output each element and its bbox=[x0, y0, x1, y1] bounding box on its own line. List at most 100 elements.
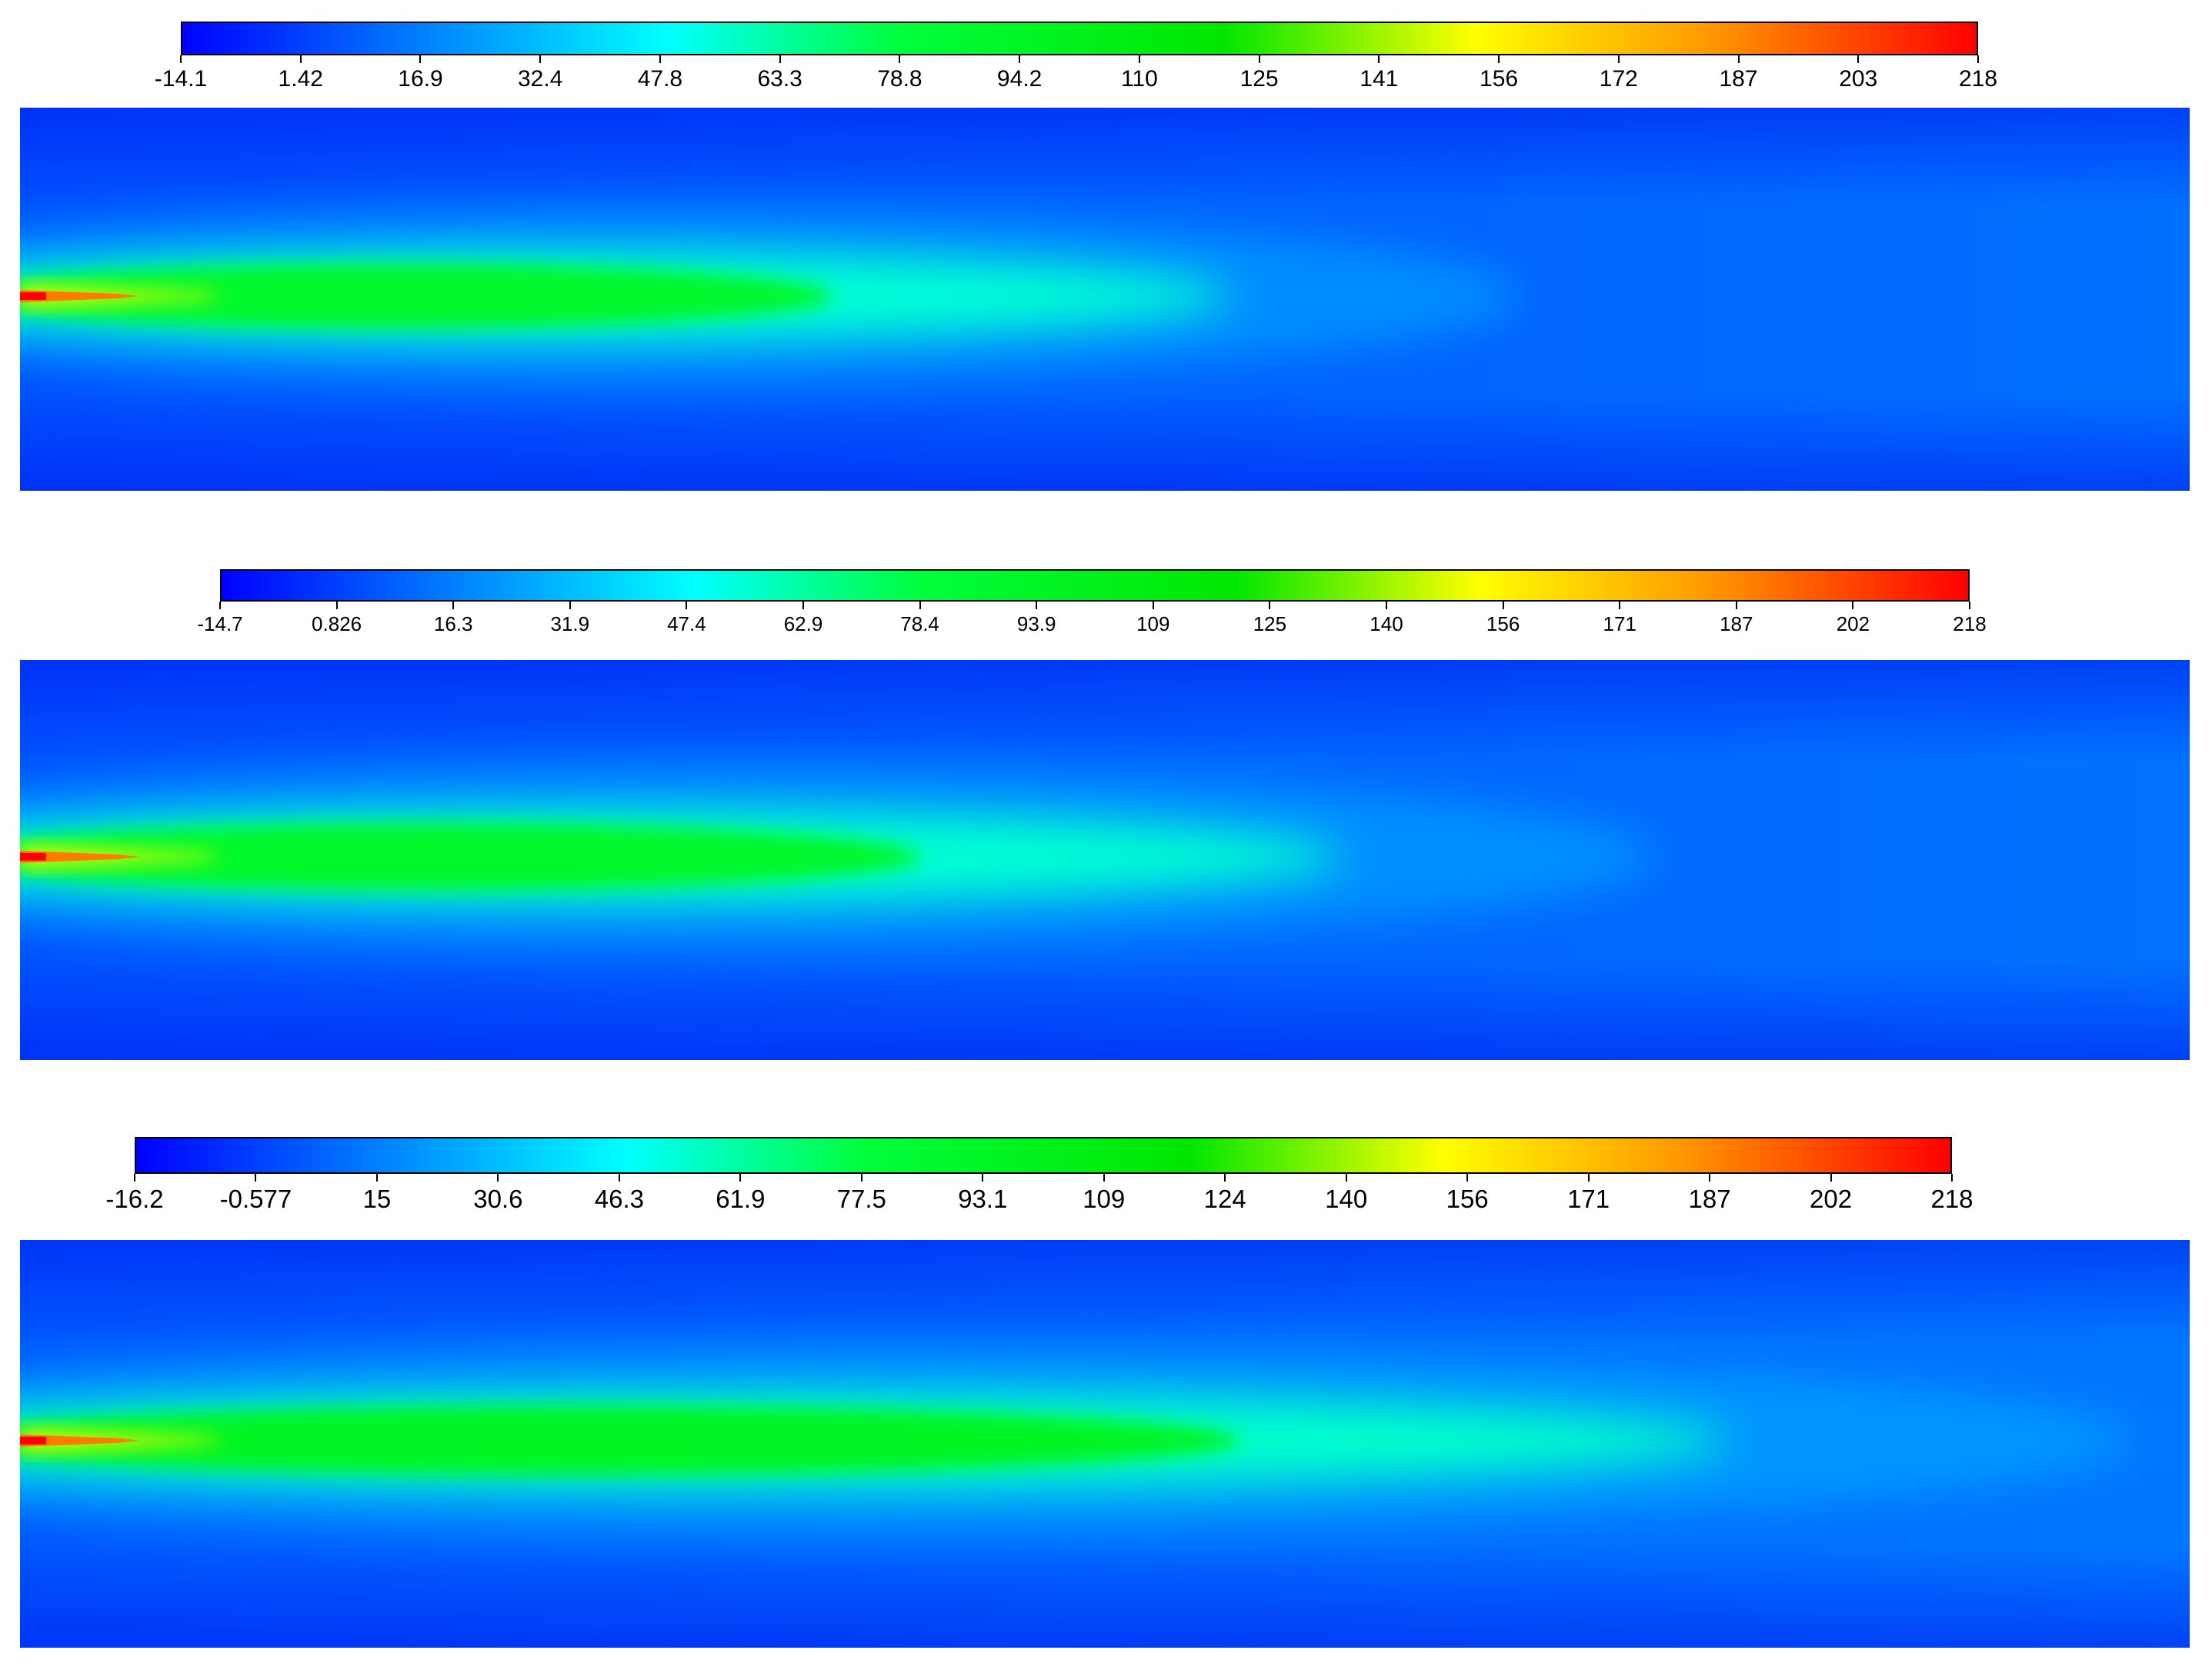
colorbar-tick-label: 62.9 bbox=[783, 612, 823, 635]
colorbar-tick bbox=[1386, 602, 1387, 609]
colorbar-tick-label: 202 bbox=[1836, 612, 1870, 635]
colorbar-tick-label: 218 bbox=[1953, 612, 1987, 635]
colorbar-tick-label: 125 bbox=[1253, 612, 1287, 635]
colorbar-tick bbox=[919, 602, 921, 609]
colorbar-tick bbox=[802, 602, 804, 609]
colorbar-tick-label: 30.6 bbox=[473, 1185, 523, 1213]
colorbar-tick-label: 156 bbox=[1446, 1185, 1489, 1213]
colorbar-tick-label: 156 bbox=[1480, 66, 1519, 92]
colorbar-tick-label: 47.8 bbox=[637, 66, 683, 92]
colorbar-tick bbox=[1587, 1174, 1590, 1182]
colorbar-tick bbox=[180, 55, 182, 63]
colorbar-tick-label: 125 bbox=[1239, 66, 1279, 92]
colorbar-tick-label: 94.2 bbox=[996, 66, 1043, 92]
colorbar-tick bbox=[255, 1174, 257, 1182]
colorbar-tick-label: -14.7 bbox=[197, 612, 243, 635]
colorbar-tick bbox=[899, 55, 901, 63]
colorbar-tick-label: 46.3 bbox=[594, 1185, 644, 1213]
colorbar-tick bbox=[1852, 602, 1854, 609]
contour-field-1 bbox=[20, 108, 2190, 491]
colorbar-tick bbox=[686, 602, 688, 609]
colorbar-tick-label: 203 bbox=[1839, 66, 1878, 92]
colorbar-tick bbox=[219, 602, 221, 609]
colorbar-tick bbox=[1258, 55, 1260, 63]
colorbar-tick bbox=[375, 1174, 378, 1182]
colorbar-tick bbox=[1735, 602, 1737, 609]
colorbar-tick bbox=[539, 55, 542, 63]
jet-peak bbox=[20, 292, 46, 301]
colorbar-tick-label: -14.1 bbox=[154, 66, 208, 92]
colorbar-tick-label: 187 bbox=[1688, 1185, 1731, 1213]
colorbar-tick bbox=[1019, 55, 1021, 63]
colorbar-tick bbox=[618, 1174, 620, 1182]
colorbar-tick-label: 171 bbox=[1567, 1185, 1610, 1213]
colorbar-tick bbox=[1498, 55, 1500, 63]
colorbar-tick bbox=[1977, 55, 1979, 63]
colorbar-3-ticks: -16.2 -0.577 15 30.6 46.3 61.9 77.5 93.1 109 124 1… bbox=[105, 1174, 1973, 1213]
colorbar-tick bbox=[1152, 602, 1154, 609]
colorbar-tick-label: 63.3 bbox=[757, 66, 802, 92]
colorbar-tick-label: 141 bbox=[1360, 66, 1399, 92]
colorbar-tick-label: 109 bbox=[1083, 1185, 1126, 1213]
colorbar-tick-label: 156 bbox=[1486, 612, 1520, 635]
colorbar-tick-label: 171 bbox=[1603, 612, 1636, 635]
colorbar-tick bbox=[1619, 602, 1621, 609]
colorbar-tick bbox=[1466, 1174, 1469, 1182]
plume-core bbox=[20, 263, 834, 329]
colorbar-tick-label: 140 bbox=[1325, 1185, 1368, 1213]
colorbar-tick bbox=[739, 1174, 742, 1182]
colorbar-tick-label: 93.1 bbox=[958, 1185, 1008, 1213]
colorbar-tick bbox=[335, 602, 338, 609]
colorbar-tick-label: 77.5 bbox=[836, 1185, 886, 1213]
colorbar-tick-label: 0.826 bbox=[312, 612, 362, 635]
colorbar-tick bbox=[1378, 55, 1380, 63]
colorbar-tick-label: 47.4 bbox=[667, 612, 706, 635]
colorbar-tick bbox=[134, 1174, 135, 1182]
colorbar-tick bbox=[1737, 55, 1740, 63]
colorbar-tick-label: 16.9 bbox=[398, 66, 443, 92]
colorbar-tick bbox=[1036, 602, 1038, 609]
colorbar-tick bbox=[1709, 1174, 1711, 1182]
colorbar-tick bbox=[1830, 1174, 1832, 1182]
colorbar-tick bbox=[299, 55, 302, 63]
colorbar-2-ticks: -14.7 0.826 16.3 31.9 47.4 62.9 78.4 93.9 109 125… bbox=[197, 602, 1987, 638]
plume-core bbox=[20, 822, 922, 892]
colorbar-tick bbox=[1857, 55, 1860, 63]
colorbar-tick bbox=[1224, 1174, 1226, 1182]
jet-orange bbox=[20, 1434, 140, 1447]
colorbar-tick-label: 187 bbox=[1720, 612, 1753, 635]
colorbar-3 bbox=[135, 1137, 1952, 1174]
colorbar-tick-label: -16.2 bbox=[105, 1185, 164, 1213]
colorbar-tick bbox=[1502, 602, 1504, 609]
colorbar-2 bbox=[220, 569, 1970, 602]
contour-field-1-svg bbox=[20, 108, 2190, 491]
colorbar-tick-label: 78.4 bbox=[900, 612, 939, 635]
colorbar-tick-label: 218 bbox=[1930, 1185, 1973, 1213]
colorbar-tick-label: 218 bbox=[1958, 66, 1998, 92]
jet-peak bbox=[20, 1436, 46, 1445]
colorbar-tick bbox=[1103, 1174, 1105, 1182]
colorbar-tick bbox=[569, 602, 571, 609]
colorbar-tick bbox=[452, 602, 455, 609]
colorbar-tick-label: 1.42 bbox=[278, 66, 323, 92]
jet-orange bbox=[20, 850, 140, 863]
colorbar-1 bbox=[181, 22, 1978, 55]
colorbar-tick bbox=[1969, 602, 1970, 609]
colorbar-tick-label: 61.9 bbox=[716, 1185, 766, 1213]
colorbar-tick bbox=[1617, 55, 1620, 63]
colorbar-tick-label: 93.9 bbox=[1016, 612, 1056, 635]
contour-field-2-svg bbox=[20, 660, 2190, 1060]
colorbar-1-ticks: -14.1 1.42 16.9 32.4 47.8 63.3 78.8 94.2 110 125 1… bbox=[155, 55, 1997, 92]
colorbar-tick bbox=[1345, 1174, 1347, 1182]
contour-field-2 bbox=[20, 660, 2190, 1060]
colorbar-tick-label: -0.577 bbox=[219, 1185, 292, 1213]
colorbar-tick bbox=[419, 55, 422, 63]
colorbar-tick-label: 32.4 bbox=[517, 66, 563, 92]
colorbar-tick-label: 140 bbox=[1370, 612, 1403, 635]
colorbar-tick bbox=[1138, 55, 1140, 63]
jet-peak bbox=[20, 852, 46, 861]
jet-orange bbox=[20, 290, 140, 303]
colorbar-tick-label: 78.8 bbox=[877, 66, 923, 92]
colorbar-tick bbox=[659, 55, 661, 63]
colorbar-tick bbox=[1951, 1174, 1953, 1182]
